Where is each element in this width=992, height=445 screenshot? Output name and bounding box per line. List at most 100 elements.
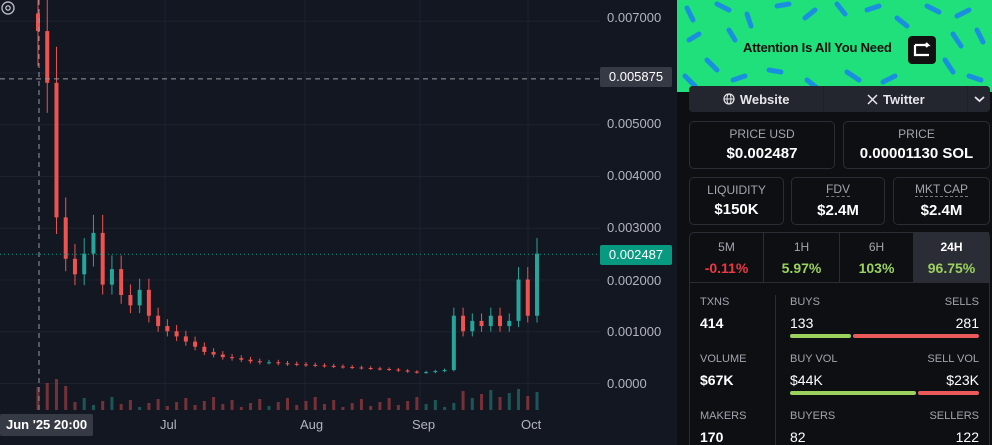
- liquidity-value: $150K: [714, 201, 759, 218]
- volume-bar: [36, 387, 40, 410]
- volume-bar: [470, 398, 474, 410]
- market-cap-card: MKT CAP $2.4M: [893, 177, 990, 225]
- website-link-button[interactable]: Website: [689, 86, 824, 112]
- volume-bar: [517, 389, 521, 410]
- candle-body: [516, 279, 521, 321]
- volume-bar: [396, 405, 400, 410]
- buy-volume-value: $44K: [790, 372, 823, 388]
- candle-body: [183, 336, 188, 342]
- tab-5m-change: -0.11%: [704, 260, 749, 276]
- price-chart[interactable]: 0.007000 0.005875 0.005000 0.004000 0.00…: [0, 0, 677, 445]
- volume-bar: [535, 392, 539, 410]
- x-tick-label: Jul: [160, 417, 177, 432]
- candle-body: [239, 358, 244, 360]
- makers-label: MAKERS: [700, 410, 747, 422]
- candle-body: [313, 364, 318, 366]
- sells-ratio-bar: [853, 334, 979, 338]
- volume-bar: [119, 404, 123, 410]
- candle-body: [331, 365, 336, 367]
- volume-bar: [387, 398, 391, 410]
- x-tick-label: Sep: [412, 417, 436, 432]
- candle-body: [248, 359, 253, 362]
- volume-bar: [138, 407, 142, 410]
- y-tick-label: 0.005000: [607, 116, 662, 131]
- volume-value: $67K: [700, 372, 734, 388]
- sellers-label: SELLERS: [929, 410, 979, 422]
- tab-6h[interactable]: 6H 103%: [840, 232, 914, 282]
- volume-bar: [424, 404, 428, 410]
- candle-body: [36, 13, 40, 32]
- volume-bar: [341, 407, 345, 410]
- candle-body: [461, 315, 466, 332]
- x-tick-label: Aug: [300, 417, 324, 432]
- y-tick-label: 0.007000: [607, 10, 662, 25]
- buys-label: BUYS: [790, 296, 820, 308]
- fdv-value: $2.4M: [817, 202, 859, 219]
- twitter-link-button[interactable]: Twitter: [824, 86, 968, 112]
- candle-body: [137, 289, 142, 306]
- candle-body: [414, 371, 419, 373]
- volume-bar: [276, 402, 280, 410]
- volume-bar: [110, 397, 114, 410]
- sell-volume-label: SELL VOL: [927, 353, 979, 365]
- token-logo-icon: [908, 36, 936, 64]
- candle-body: [54, 82, 59, 218]
- sellers-value: 122: [955, 429, 979, 445]
- candle-body: [322, 365, 327, 367]
- volume-bar: [295, 405, 299, 410]
- buys-ratio-bar: [790, 334, 851, 338]
- volume-bar: [369, 406, 373, 410]
- y-tick-label: 0.003000: [607, 220, 662, 235]
- candle-body: [405, 370, 410, 372]
- volume-bar: [82, 398, 86, 410]
- tab-1h-label: 1H: [793, 240, 810, 254]
- volume-bar: [350, 403, 354, 410]
- candle-body: [119, 269, 124, 296]
- tab-5m[interactable]: 5M -0.11%: [690, 232, 764, 282]
- tab-1h[interactable]: 1H 5.97%: [764, 232, 840, 282]
- candle-body: [257, 361, 262, 363]
- volume-bar: [452, 403, 456, 410]
- buy-volume-ratio-bar: [790, 391, 916, 395]
- tab-24h-label: 24H: [940, 240, 963, 254]
- candle-body: [396, 369, 401, 371]
- stats-divider: [775, 295, 776, 445]
- candle-body: [202, 346, 207, 352]
- candle-body: [128, 295, 133, 306]
- volume-bar: [415, 397, 419, 410]
- volume-bar: [507, 393, 511, 410]
- candle-body: [303, 364, 308, 366]
- chart-canvas[interactable]: [0, 0, 600, 445]
- candle-body: [442, 370, 447, 372]
- tab-24h[interactable]: 24H 96.75%: [914, 232, 989, 282]
- volume-bar: [91, 405, 95, 410]
- fdv-card: FDV $2.4M: [791, 177, 885, 225]
- price-sol-value: 0.00001130 SOL: [859, 145, 974, 162]
- volume-bar: [128, 400, 132, 410]
- banner-title: Attention Is All You Need: [743, 40, 892, 55]
- tab-5m-label: 5M: [718, 240, 735, 254]
- volume-bar: [73, 402, 77, 410]
- volume-bar: [175, 402, 179, 410]
- candle-body: [211, 351, 216, 355]
- more-links-button[interactable]: [968, 86, 990, 112]
- candle-body: [479, 320, 484, 327]
- candle-body: [387, 369, 392, 371]
- gear-icon[interactable]: [0, 0, 16, 16]
- volume-bar: [526, 396, 530, 410]
- chevron-down-icon: [974, 96, 985, 103]
- candle-body: [350, 366, 355, 368]
- tab-1h-change: 5.97%: [781, 260, 822, 276]
- price-usd-value: $0.002487: [726, 145, 798, 162]
- y-tick-label: 0.004000: [607, 168, 662, 183]
- banner-pattern: [682, 1, 986, 91]
- tab-6h-label: 6H: [868, 240, 885, 254]
- price-sol-card: PRICE 0.00001130 SOL: [843, 121, 990, 169]
- current-price-tag: 0.002487: [600, 245, 672, 265]
- txns-value: 414: [700, 315, 724, 331]
- x-tick-label: Oct: [521, 417, 542, 432]
- buyers-label: BUYERS: [790, 410, 836, 422]
- twitter-link-label: Twitter: [883, 91, 925, 107]
- volume-bar: [267, 406, 271, 410]
- volume-bar: [443, 407, 447, 410]
